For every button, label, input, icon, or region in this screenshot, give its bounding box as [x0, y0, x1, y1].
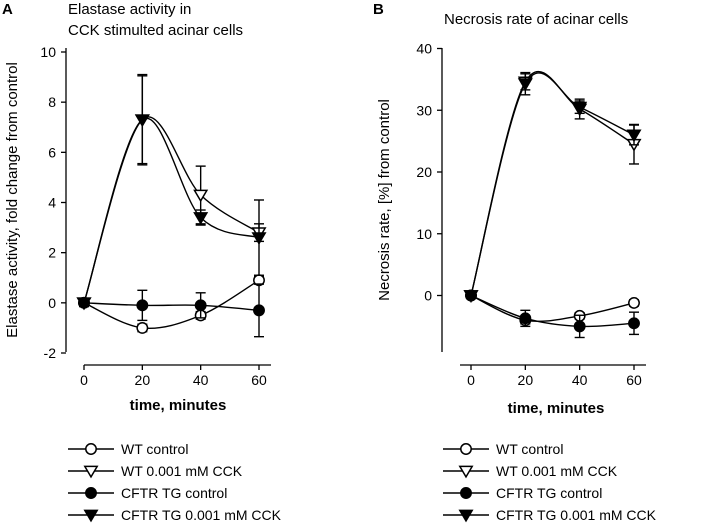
series-wt-control — [465, 289, 640, 327]
panel-letter-b: B — [373, 1, 384, 18]
legend-marker — [83, 465, 99, 479]
panel-b-legend: WT control WT 0.001 mM CCK CFTR TG control… — [443, 441, 657, 523]
data-point — [193, 189, 209, 203]
legend-label: WT 0.001 mM CCK — [496, 463, 618, 479]
series-cftr-tg-0-001-mm-cck — [463, 71, 642, 303]
panel-a-x-axis-label: time, minutes — [130, 397, 227, 414]
data-point — [628, 317, 640, 330]
data-point — [194, 299, 207, 312]
panel-a-series — [76, 73, 267, 338]
legend-item: CFTR TG 0.001 mM CCK — [443, 507, 657, 523]
panel-letter-a: A — [2, 1, 13, 18]
legend-label: WT control — [121, 441, 188, 457]
panel-b-y-axis-label: Necrosis rate, [%] from control — [376, 99, 393, 301]
panel-a-y-ticks: -2 0 2 4 6 8 10 — [40, 44, 66, 361]
legend-marker — [458, 465, 474, 479]
panel-b-y-ticks: 0 10 20 30 40 — [416, 41, 442, 304]
legend-item: CFTR TG 0.001 mM CCK — [68, 507, 282, 523]
x-tick-label: 60 — [626, 372, 642, 388]
legend-item: WT control — [68, 441, 188, 457]
legend-marker — [460, 487, 472, 499]
panel-b-x-ticks: 0 20 40 60 — [467, 365, 642, 388]
x-tick-label: 40 — [193, 372, 209, 388]
y-tick-label: 10 — [40, 44, 56, 60]
series-line — [470, 294, 635, 323]
legend-label: WT control — [496, 441, 563, 457]
x-tick-label: 0 — [80, 372, 88, 388]
data-point — [626, 129, 642, 143]
legend-item: WT control — [443, 441, 563, 457]
y-tick-label: 10 — [416, 226, 432, 242]
data-point — [463, 290, 479, 303]
panel-b-x-axis-label: time, minutes — [508, 400, 605, 417]
y-tick-label: 0 — [424, 288, 432, 304]
legend-marker — [85, 443, 97, 455]
series-cftr-tg-control — [78, 283, 265, 338]
panel-a-y-axis-label: Elastase activity, fold change from cont… — [4, 62, 21, 338]
legend-label: CFTR TG 0.001 mM CCK — [121, 507, 282, 523]
y-tick-label: 2 — [48, 245, 56, 261]
panel-b-title-line-1: Necrosis rate of acinar cells — [444, 11, 628, 28]
series-cftr-tg-control — [465, 289, 640, 339]
series-line — [83, 302, 260, 312]
legend-item: WT 0.001 mM CCK — [443, 463, 618, 479]
data-point — [136, 299, 149, 312]
x-tick-label: 60 — [251, 372, 267, 388]
panel-a-title-line-2: CCK stimulted acinar cells — [68, 22, 243, 39]
legend-item: CFTR TG control — [68, 485, 227, 501]
legend-label: WT 0.001 mM CCK — [121, 463, 243, 479]
data-point — [517, 78, 533, 92]
x-tick-label: 0 — [467, 372, 475, 388]
series-line — [83, 279, 260, 330]
series-line — [83, 116, 260, 304]
panel-a-legend: WT control WT 0.001 mM CCK CFTR TG control… — [68, 441, 282, 523]
series-line — [83, 117, 260, 304]
x-tick-label: 40 — [572, 372, 588, 388]
series-wt-0-001-mm-cck — [76, 73, 267, 311]
panel-a-x-ticks: 0 20 40 60 — [80, 365, 267, 388]
data-point — [251, 232, 267, 245]
panel-a-title-line-1: Elastase activity in — [68, 1, 191, 18]
data-point — [193, 212, 209, 225]
panel-b-series — [463, 70, 642, 339]
data-point — [134, 114, 150, 128]
y-tick-label: 6 — [48, 144, 56, 160]
y-tick-label: -2 — [44, 345, 57, 361]
data-point — [628, 296, 640, 309]
y-tick-label: 8 — [48, 94, 56, 110]
legend-item: WT 0.001 mM CCK — [68, 463, 243, 479]
legend-label: CFTR TG control — [121, 485, 227, 501]
series-wt-0-001-mm-cck — [463, 70, 642, 303]
series-cftr-tg-0-001-mm-cck — [76, 75, 267, 311]
legend-label: CFTR TG control — [496, 485, 602, 501]
legend-item: CFTR TG control — [443, 485, 602, 501]
x-tick-label: 20 — [518, 372, 534, 388]
y-tick-label: 40 — [416, 41, 432, 57]
data-point — [253, 304, 265, 317]
legend-marker — [460, 443, 472, 455]
y-tick-label: 4 — [48, 195, 56, 211]
legend-marker — [83, 509, 99, 523]
legend-marker — [85, 487, 97, 499]
y-tick-label: 20 — [416, 164, 432, 180]
series-line — [470, 294, 635, 328]
data-point — [519, 312, 532, 325]
data-point — [573, 320, 586, 333]
x-tick-label: 20 — [135, 372, 151, 388]
data-point — [76, 297, 92, 311]
series-line — [470, 72, 635, 296]
panel-b: B Necrosis rate of acinar cells 0 10 20 30 4… — [373, 1, 657, 523]
legend-marker — [458, 509, 474, 523]
panel-a: A Elastase activity in CCK stimulted aci… — [2, 1, 282, 523]
data-point — [572, 101, 588, 115]
data-point — [136, 321, 149, 334]
y-tick-label: 30 — [416, 102, 432, 118]
y-tick-label: 0 — [48, 295, 56, 311]
legend-label: CFTR TG 0.001 mM CCK — [496, 507, 657, 523]
